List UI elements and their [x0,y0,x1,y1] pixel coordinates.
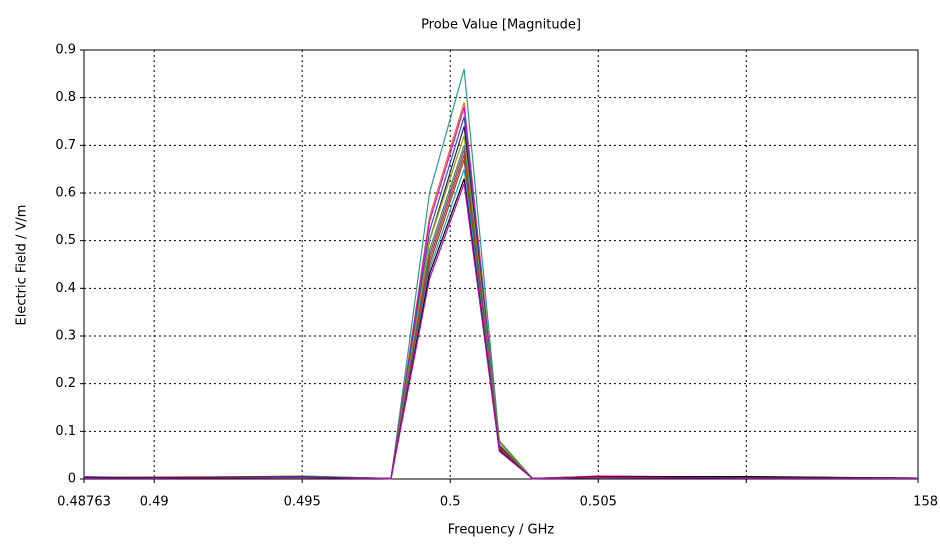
x-tick-label: 0.495 [284,495,321,510]
plot-frame [83,49,919,480]
x-tick-label: 158 [913,495,938,510]
x-tick-label: 0.49 [140,495,169,510]
x-tick-label: 0.48763 [57,495,111,510]
y-tick-label: 0.8 [55,90,76,105]
y-tick-label: 0.9 [55,43,76,58]
y-tick-label: 0.4 [55,281,76,296]
y-tick-label: 0.1 [55,424,76,439]
series-line [84,183,918,480]
x-axis-label: Frequency / GHz [448,523,555,538]
y-tick-label: 0.2 [55,376,76,391]
y-tick-label: 0.3 [55,329,76,344]
y-tick-label: 0.7 [55,138,76,153]
chart-title: Probe Value [Magnitude] [421,18,581,33]
x-tick-label: 0.5 [440,495,461,510]
y-tick-label: 0.6 [55,186,76,201]
x-tick-label: 0.505 [580,495,617,510]
y-tick-label: 0.5 [55,233,76,248]
y-axis-label: Electric Field / V/m [15,205,30,326]
y-tick-label: 0 [68,472,76,487]
